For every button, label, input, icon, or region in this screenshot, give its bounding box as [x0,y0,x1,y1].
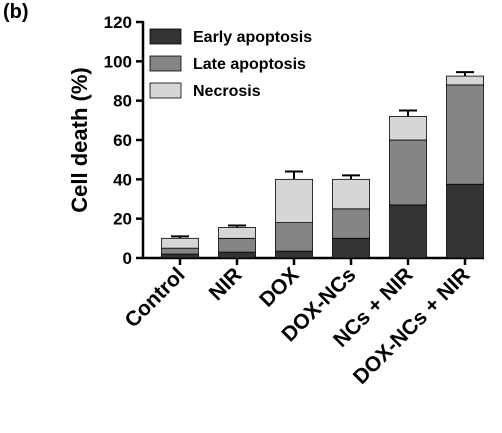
bar-segment [389,116,427,141]
legend-label: Late apoptosis [193,56,306,73]
bar-segment [161,247,199,255]
bar-segment [332,208,370,239]
bar-segment [218,237,256,253]
bar-segment [218,251,256,259]
bar-segment [218,227,256,239]
bar-segment [389,139,427,206]
bar-segment [161,253,199,259]
bar-segment [332,237,370,259]
legend-swatch [149,28,182,45]
bar-segment [161,237,199,249]
bar-segment [446,183,484,259]
y-tick-label: 100 [104,52,132,71]
y-tick-label: 60 [113,131,132,150]
x-tick-label: Control [120,263,189,332]
bar-segment [389,204,427,259]
legend-label: Necrosis [193,83,261,100]
y-tick-label: 40 [113,170,132,189]
bar-segment [446,75,484,86]
y-axis-title-group: Cell death (%) [67,67,92,212]
y-tick-label: 0 [123,249,132,268]
bar-segment [332,178,370,210]
legend-swatch [149,55,182,72]
x-tick-label: NIR [205,263,247,305]
y-tick-label: 80 [113,92,132,111]
bar-segment [275,178,313,223]
bar-segment [275,250,313,259]
y-tick-label: 20 [113,210,132,229]
legend-swatch [149,82,182,99]
bar-segment [275,222,313,252]
y-axis-title: Cell death (%) [67,67,92,212]
bar-segment [446,84,484,185]
panel-label: (b) [3,1,29,23]
legend-label: Early apoptosis [193,29,312,46]
x-tick-label: DOX [255,263,303,311]
y-tick-label: 120 [104,13,132,32]
